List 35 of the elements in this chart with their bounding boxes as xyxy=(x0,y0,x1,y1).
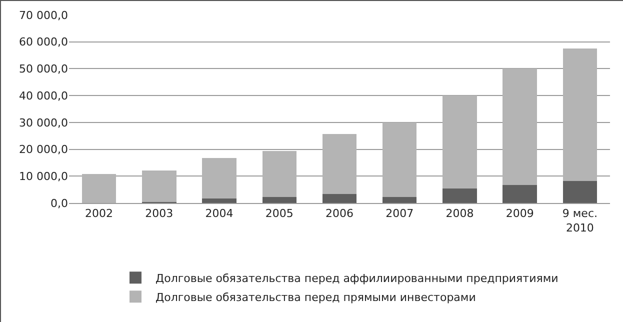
bar xyxy=(262,151,297,198)
x-tick-label: 2008 xyxy=(446,207,474,220)
bar xyxy=(322,134,357,194)
x-tick-label: 2006 xyxy=(326,207,354,220)
bar xyxy=(142,170,176,202)
bar xyxy=(562,48,598,181)
y-tick-label: 40 000,0 xyxy=(19,89,68,102)
legend-label: Долговые обязательства перед аффилиированными предприятиями xyxy=(156,272,558,285)
bar xyxy=(442,188,477,203)
x-tick-label: 9 мес. 2010 xyxy=(562,207,598,234)
y-tick-label: 10 000,0 xyxy=(19,170,68,183)
bar xyxy=(202,158,236,198)
y-tick-label: 60 000,0 xyxy=(19,36,68,49)
bar xyxy=(82,174,116,203)
x-tick-label: 2003 xyxy=(145,207,174,220)
bar xyxy=(382,196,417,203)
x-tick-label: 2005 xyxy=(265,207,294,220)
y-tick-label: 20 000,0 xyxy=(19,143,68,156)
x-tick-label: 2002 xyxy=(85,207,114,220)
bar xyxy=(442,96,477,188)
bar xyxy=(202,198,236,203)
x-tick-label: 2009 xyxy=(506,207,534,220)
x-tick-label: 2007 xyxy=(386,207,414,220)
y-tick-label: 70 000,0 xyxy=(19,8,68,22)
bar xyxy=(502,68,537,186)
y-tick-label: 0,0 xyxy=(50,196,68,210)
legend-label: Долговые обязательства перед прямыми инвесторами xyxy=(156,290,476,304)
bar xyxy=(322,194,357,203)
bar xyxy=(562,180,598,203)
y-tick-label: 50 000,0 xyxy=(19,62,68,76)
bar xyxy=(262,197,297,203)
y-tick-label: 30 000,0 xyxy=(19,116,68,130)
bar xyxy=(382,122,417,197)
x-tick-label: 2004 xyxy=(205,207,234,220)
bar xyxy=(502,185,537,203)
